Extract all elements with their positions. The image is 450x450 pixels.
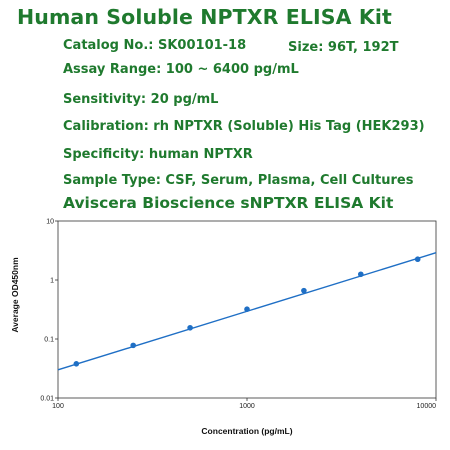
data-points (73, 256, 421, 367)
x-tick-label: 100 (52, 403, 64, 410)
y-axis-title: Average OD450nm (10, 257, 20, 333)
specificity: Specificity: human NPTXR (63, 147, 253, 162)
data-point (187, 324, 193, 331)
y-axis: 10 1 0.1 0.01 (40, 219, 58, 403)
chart-title: Aviscera Bioscience sNPTXR ELISA Kit (63, 194, 394, 212)
catalog-number: Catalog No.: SK00101-18 (63, 38, 247, 53)
y-tick-label: 10 (46, 219, 54, 226)
x-axis-title: Concentration (pg/mL) (201, 426, 292, 436)
data-point (301, 287, 307, 294)
data-point (244, 306, 250, 312)
x-tick-label: 1000 (239, 403, 255, 410)
data-point (357, 271, 364, 278)
y-tick-label: 0.01 (40, 396, 54, 403)
data-point (414, 256, 421, 263)
page-title: Human Soluble NPTXR ELISA Kit (17, 5, 392, 29)
data-point (73, 360, 80, 367)
assay-range: Assay Range: 100 ~ 6400 pg/mL (63, 62, 299, 77)
calibration: Calibration: rh NPTXR (Soluble) His Tag … (63, 119, 425, 134)
y-tick-label: 1 (50, 278, 54, 285)
sensitivity: Sensitivity: 20 pg/mL (63, 92, 219, 107)
data-point (130, 342, 137, 349)
x-axis: 100 1000 10000 (52, 398, 437, 410)
y-tick-label: 0.1 (44, 337, 54, 344)
kit-size: Size: 96T, 192T (288, 40, 399, 55)
x-tick-label: 10000 (417, 403, 437, 410)
sample-type: Sample Type: CSF, Serum, Plasma, Cell Cu… (63, 173, 414, 188)
